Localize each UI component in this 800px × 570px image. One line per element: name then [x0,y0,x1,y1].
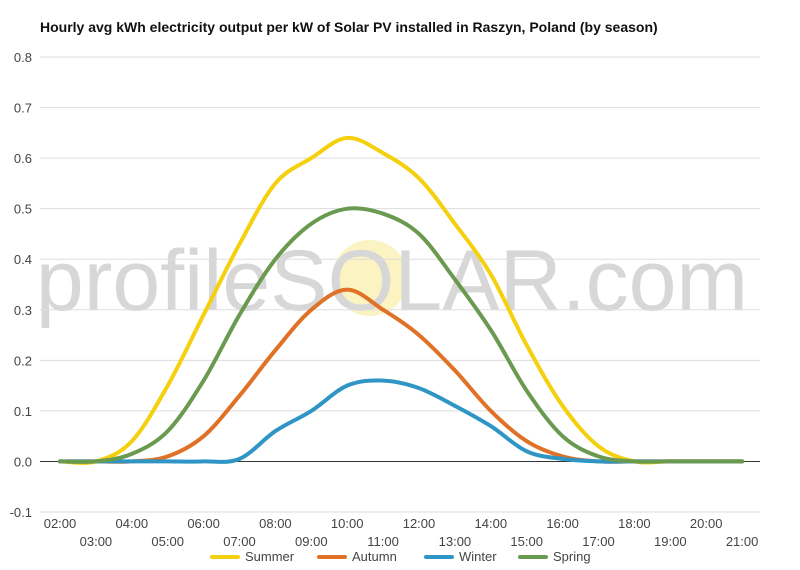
legend-swatch [210,554,240,559]
x-tick-label: 16:00 [546,516,579,531]
watermark-logo: profileSOLAR.com [36,233,748,329]
x-tick-label: 11:00 [367,534,399,549]
legend-swatch [518,554,548,559]
x-tick-label: 17:00 [582,534,615,549]
y-axis-ticks: -0.1 0.0 0.1 0.2 0.3 0.4 0.5 0.6 0.7 0.8 [10,50,32,520]
y-tick-label: 0.3 [14,303,32,318]
x-tick-label: 14:00 [475,516,508,531]
x-tick-label: 09:00 [295,534,328,549]
x-tick-label: 02:00 [44,516,77,531]
x-tick-label: 03:00 [80,534,113,549]
x-tick-label: 19:00 [654,534,687,549]
legend-item-autumn[interactable]: Autumn [317,549,397,564]
series-lines [58,135,745,465]
legend-swatch [317,554,347,559]
x-tick-label: 18:00 [618,516,651,531]
x-tick-label: 06:00 [187,516,220,531]
x-tick-label: 20:00 [690,516,723,531]
x-tick-label: 12:00 [403,516,436,531]
x-tick-label: 21:00 [726,534,759,549]
y-tick-label: 0.4 [14,252,32,267]
y-tick-label: 0.1 [14,404,32,419]
x-tick-label: 10:00 [331,516,364,531]
legend-label: Winter [459,549,497,564]
x-tick-label: 04:00 [116,516,149,531]
y-tick-label: -0.1 [10,505,32,520]
x-tick-label: 07:00 [223,534,256,549]
legend-item-winter[interactable]: Winter [424,549,497,564]
legend-swatch [424,554,454,559]
y-tick-label: 0.7 [14,101,32,116]
legend-item-spring[interactable]: Spring [518,549,591,564]
legend-label: Autumn [352,549,397,564]
chart-title: Hourly avg kWh electricity output per kW… [40,19,658,35]
x-tick-label: 15:00 [510,534,543,549]
y-tick-label: 0.5 [14,202,32,217]
legend-item-summer[interactable]: Summer [210,549,294,564]
series-line-spring [58,206,745,464]
legend-label: Spring [553,549,591,564]
x-tick-label: 05:00 [151,534,184,549]
y-tick-label: 0.6 [14,151,32,166]
y-tick-label: 0.0 [14,454,32,469]
y-tick-label: 0.2 [14,353,32,368]
legend: Summer Autumn Winter Spring [0,549,800,567]
x-axis-ticks: 02:0003:0004:0005:0006:0007:0008:0009:00… [44,516,759,549]
x-tick-label: 13:00 [439,534,472,549]
grid-lines [40,56,760,513]
y-tick-label: 0.8 [14,50,32,65]
legend-label: Summer [245,549,295,564]
watermark-text: profileSOLAR.com [36,233,748,329]
x-tick-label: 08:00 [259,516,292,531]
